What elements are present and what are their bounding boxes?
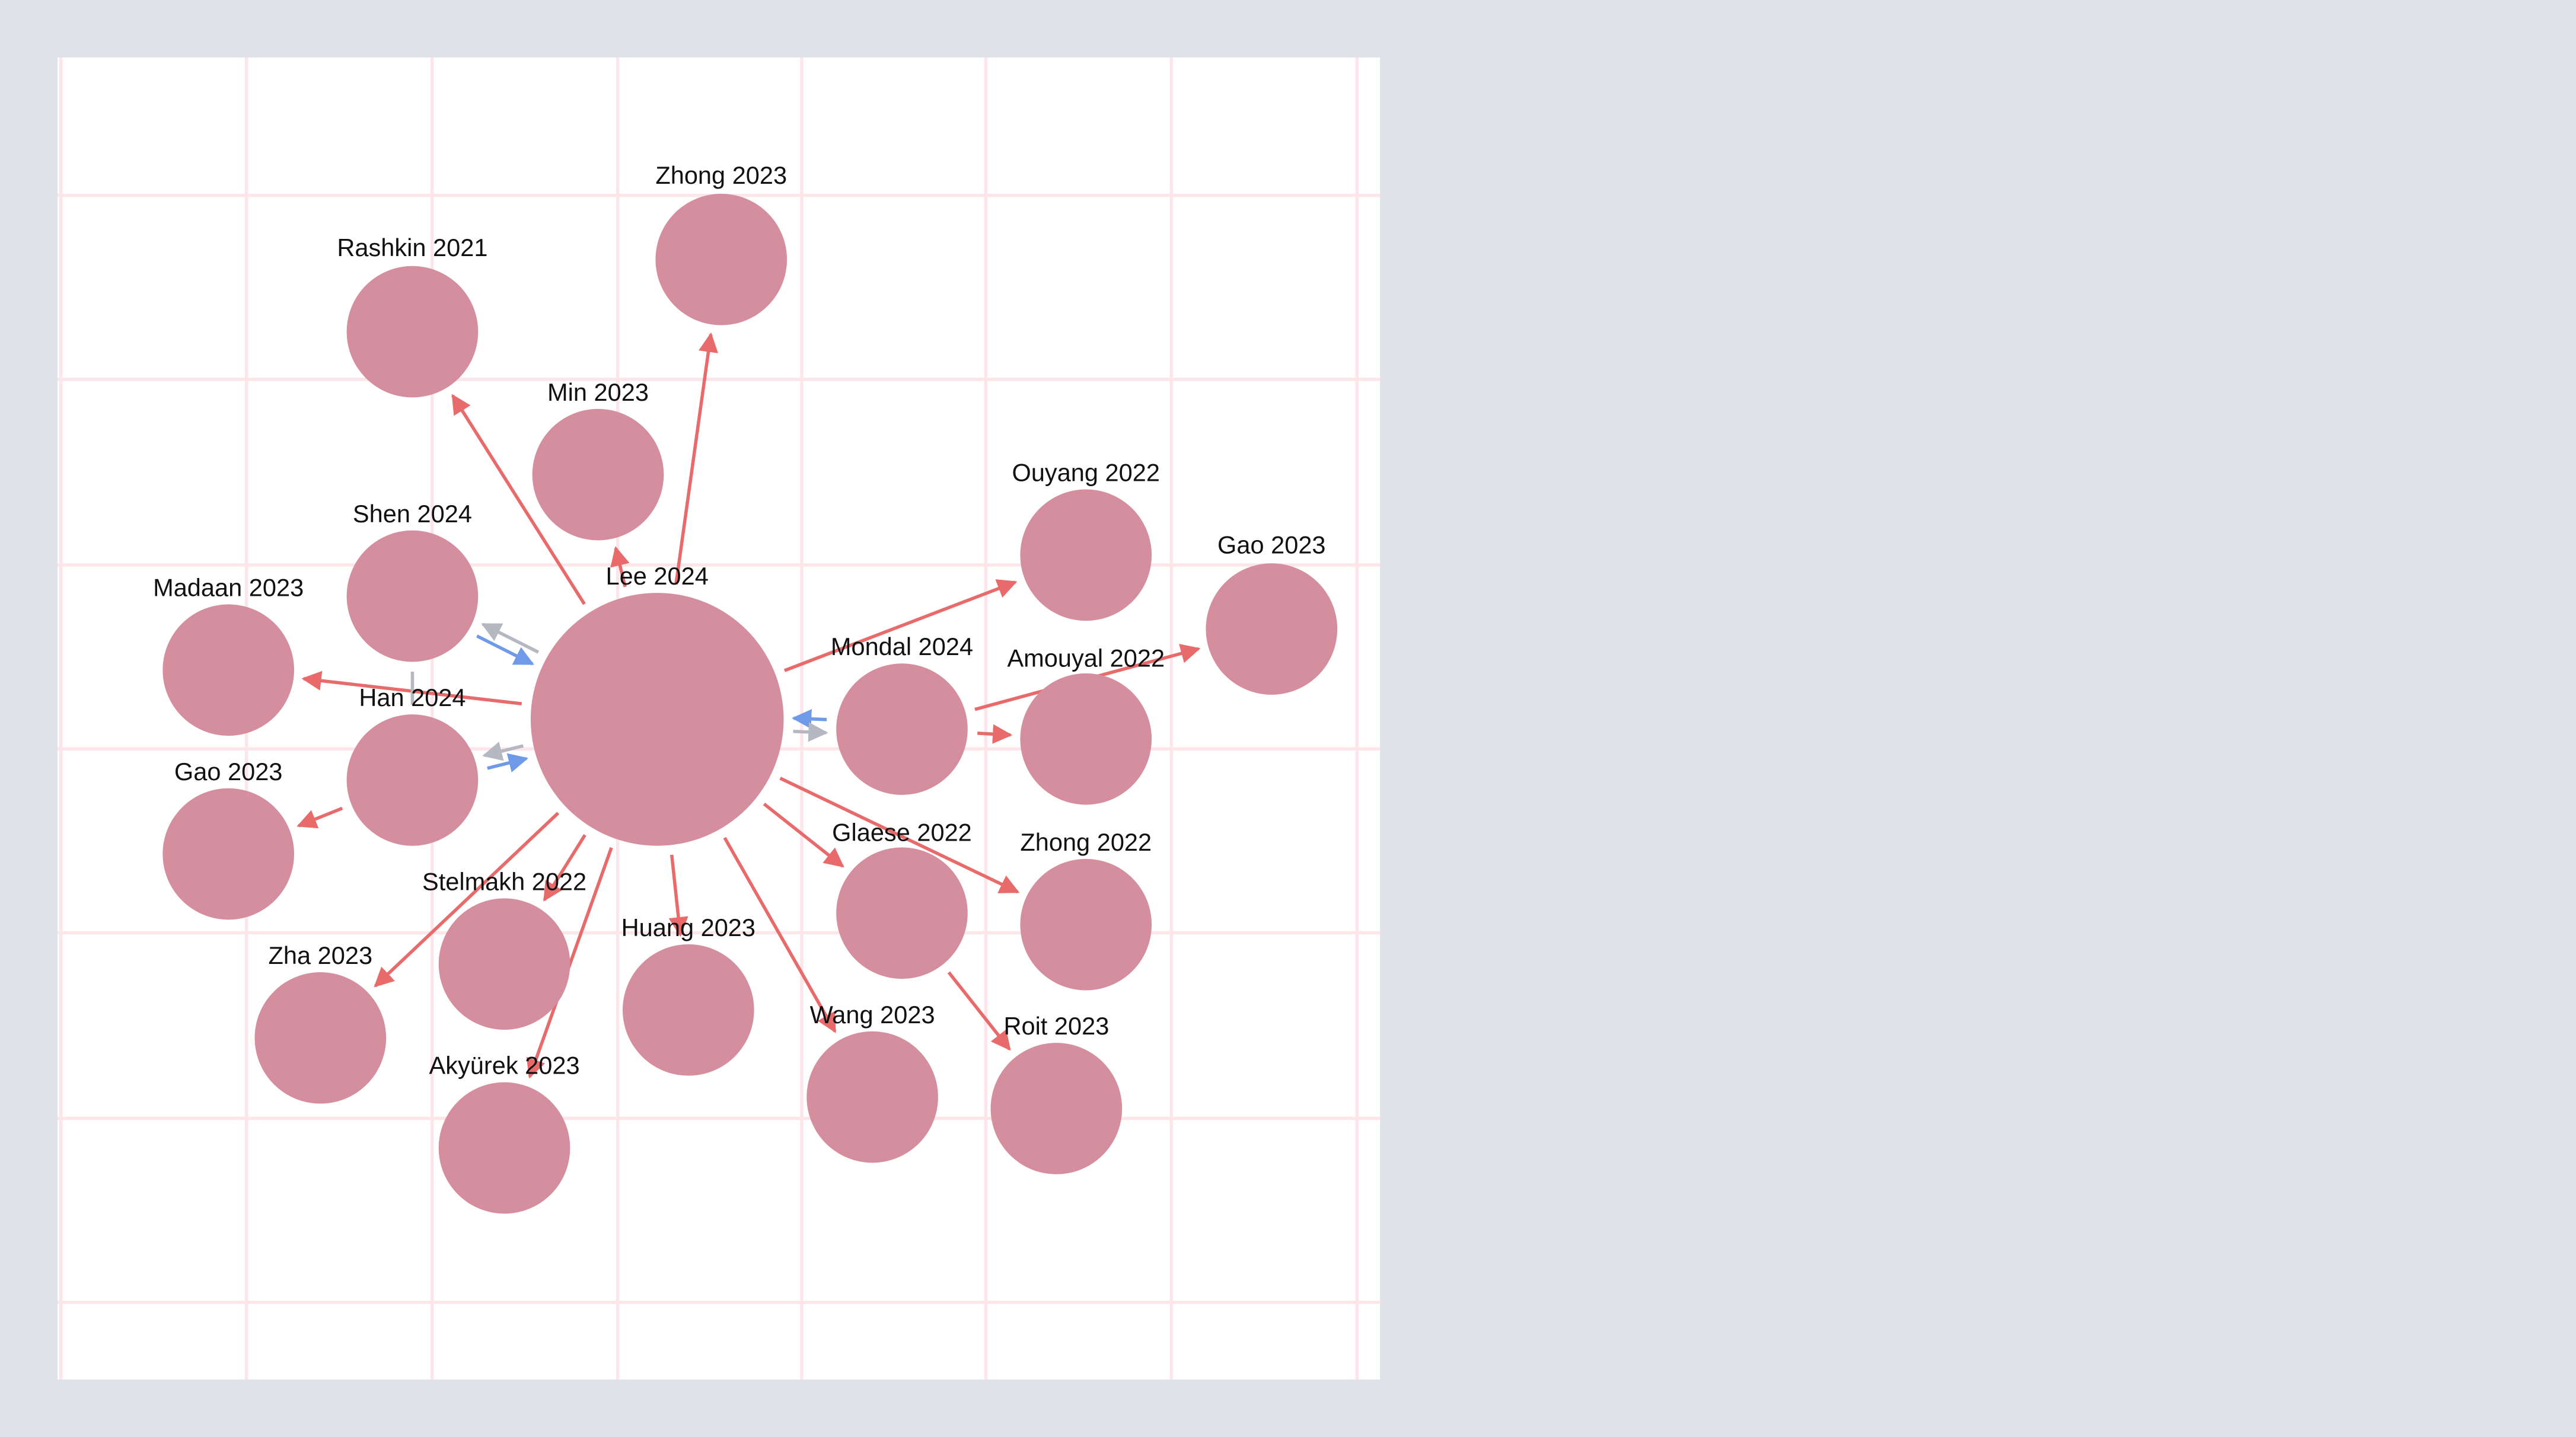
edge (297, 806, 343, 829)
node-label: Min 2023 (547, 378, 649, 406)
node (836, 847, 968, 979)
node-label: Akyürek 2023 (429, 1052, 580, 1080)
node-label: Amouyal 2022 (1007, 644, 1165, 672)
edge (482, 742, 524, 761)
node (623, 944, 754, 1076)
node (346, 266, 479, 398)
node-label: Gao 2023 (1217, 531, 1326, 558)
node-label: Stelmakh 2022 (422, 867, 586, 895)
edge (543, 834, 586, 902)
node (254, 972, 387, 1104)
node (346, 714, 479, 846)
edge (779, 777, 1020, 894)
node (1206, 563, 1338, 695)
node (836, 663, 968, 795)
node-label: Roit 2023 (1003, 1012, 1109, 1040)
node-label: Gao 2023 (174, 758, 283, 785)
node-label: Wang 2023 (810, 1001, 935, 1029)
node (806, 1031, 938, 1163)
node (162, 788, 294, 920)
edge (487, 753, 528, 772)
node (1020, 858, 1152, 991)
edge (947, 971, 1011, 1051)
node-label: Rashkin 2021 (337, 234, 487, 261)
node (990, 1043, 1123, 1174)
edge (451, 394, 586, 605)
node (438, 1082, 570, 1214)
edge (374, 812, 560, 988)
edges (297, 332, 1201, 1079)
node (162, 604, 294, 736)
edge (610, 546, 630, 587)
node (1020, 673, 1152, 805)
edge (763, 802, 844, 868)
edge (977, 724, 1013, 744)
node (532, 408, 664, 541)
node (438, 898, 570, 1030)
edge (674, 332, 719, 585)
nodes: Lee 2024 Zhong 2023 Rashkin 2021 Min 2023 Sh… (153, 161, 1338, 1214)
node-label: Glaese 2022 (832, 818, 972, 846)
node-label: Han 2024 (359, 684, 466, 711)
node-label: Shen 2024 (353, 500, 472, 528)
node (346, 530, 479, 662)
node-label: Zhong 2023 (655, 161, 787, 189)
node (655, 193, 788, 325)
edge (723, 836, 837, 1033)
edge (783, 579, 1018, 672)
edge (792, 709, 827, 729)
edge (526, 847, 613, 1079)
node (1020, 489, 1152, 621)
node (530, 593, 784, 846)
edge (668, 854, 688, 937)
edge (793, 722, 828, 742)
node-label: Lee 2024 (606, 562, 709, 590)
node-label: Huang 2023 (621, 914, 755, 941)
node-label: Mondal 2024 (831, 633, 973, 660)
node-label: Zhong 2022 (1020, 828, 1152, 856)
node-label: Madaan 2023 (153, 574, 304, 602)
node-label: Zha 2023 (269, 941, 373, 969)
edge (481, 622, 540, 654)
node-label: Ouyang 2022 (1012, 459, 1160, 487)
